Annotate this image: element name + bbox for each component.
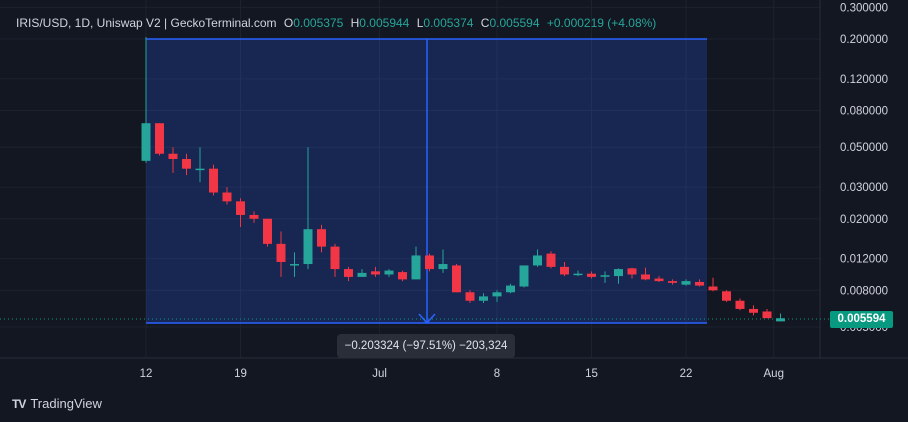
candle-body <box>465 292 475 301</box>
x-axis: 12 19 Jul 8 15 22 Aug <box>140 368 784 380</box>
candle-body <box>168 153 178 160</box>
high-value: 0.005944 <box>359 16 410 30</box>
y-tick-label: 0.020000 <box>840 214 888 226</box>
brand-name: TradingView <box>30 396 102 411</box>
x-tick-label: 19 <box>234 368 247 380</box>
candle-body <box>695 281 704 286</box>
measure-arrow-head <box>418 313 436 325</box>
x-tick-label: 12 <box>140 368 153 380</box>
symbol-title: IRIS/USD, 1D, Uniswap V2 | GeckoTerminal… <box>16 16 277 30</box>
candle-body <box>614 269 623 277</box>
last-price-badge: 0.005594 <box>830 311 893 328</box>
candle-body <box>438 264 448 270</box>
y-tick-label: 0.120000 <box>840 74 888 86</box>
candle-body <box>209 168 218 193</box>
candle-body <box>290 264 299 266</box>
y-tick-label: 0.008000 <box>840 285 888 297</box>
candle-body <box>600 275 610 277</box>
candle-body <box>276 243 286 262</box>
candle-body <box>141 123 151 161</box>
candle-body <box>249 214 259 219</box>
candle-body <box>155 123 164 154</box>
y-tick-label: 0.200000 <box>840 34 888 46</box>
candle-body <box>546 253 556 267</box>
candle-body <box>479 296 488 301</box>
candle-body <box>533 255 542 266</box>
x-tick-label: Jul <box>372 368 387 380</box>
y-tick-label: 0.300000 <box>840 2 888 14</box>
y-axis: 0.300000 0.200000 0.120000 0.080000 0.050000… <box>840 2 888 334</box>
candle-body <box>762 311 772 319</box>
candle-body <box>681 281 691 285</box>
chart-header: IRIS/USD, 1D, Uniswap V2 | GeckoTerminal… <box>16 16 656 30</box>
high-label: H <box>350 16 360 30</box>
measure-label: −0.203324 (−97.51%) −203,324 <box>337 334 515 358</box>
candle-body <box>749 308 758 313</box>
x-tick-label: Aug <box>764 368 784 380</box>
candle-body <box>263 218 272 244</box>
candle-body <box>303 229 313 265</box>
y-tick-label: 0.050000 <box>840 142 888 154</box>
candle-body <box>519 265 529 287</box>
y-tick-label: 0.080000 <box>840 106 888 118</box>
candle-body <box>357 272 367 277</box>
candle-body <box>425 255 434 270</box>
open-value: 0.005375 <box>293 16 344 30</box>
candle-body <box>722 291 731 301</box>
candle-body <box>654 278 664 282</box>
candle-body <box>573 273 583 276</box>
candle-body <box>371 271 380 275</box>
candle-body <box>641 274 650 280</box>
x-tick-label: 15 <box>585 368 598 380</box>
tradingview-logo-icon: TV <box>12 396 26 411</box>
candle-body <box>627 268 637 275</box>
candle-body <box>735 300 745 309</box>
candle-body <box>222 192 232 202</box>
candle-body <box>492 292 502 297</box>
candle-body <box>344 269 353 277</box>
candle-body <box>587 273 596 277</box>
close-value: 0.005594 <box>489 16 540 30</box>
candles-group <box>141 37 785 322</box>
tradingview-brand[interactable]: TV TradingView <box>12 396 102 411</box>
candle-body <box>708 286 718 291</box>
change-value: +0.000219 (+4.08%) <box>546 16 657 30</box>
y-tick-label: 0.030000 <box>840 182 888 194</box>
y-tick-label: 0.012000 <box>840 254 888 266</box>
candle-body <box>236 201 245 215</box>
candle-body <box>668 281 677 283</box>
candle-body <box>384 270 394 275</box>
close-label: C <box>480 16 490 30</box>
candle-body <box>560 266 569 275</box>
candle-body <box>776 318 785 322</box>
candle-body <box>317 229 326 247</box>
candle-body <box>398 272 407 280</box>
candle-body <box>506 285 515 293</box>
candle-body <box>452 265 461 293</box>
candle-body <box>411 255 421 280</box>
x-tick-label: 22 <box>680 368 693 380</box>
candle-body <box>330 246 340 270</box>
low-value: 0.005374 <box>423 16 474 30</box>
candle-body <box>182 159 191 169</box>
x-tick-label: 8 <box>494 368 500 380</box>
low-label: L <box>416 16 424 30</box>
candle-body <box>195 168 205 171</box>
open-label: O <box>283 16 294 30</box>
